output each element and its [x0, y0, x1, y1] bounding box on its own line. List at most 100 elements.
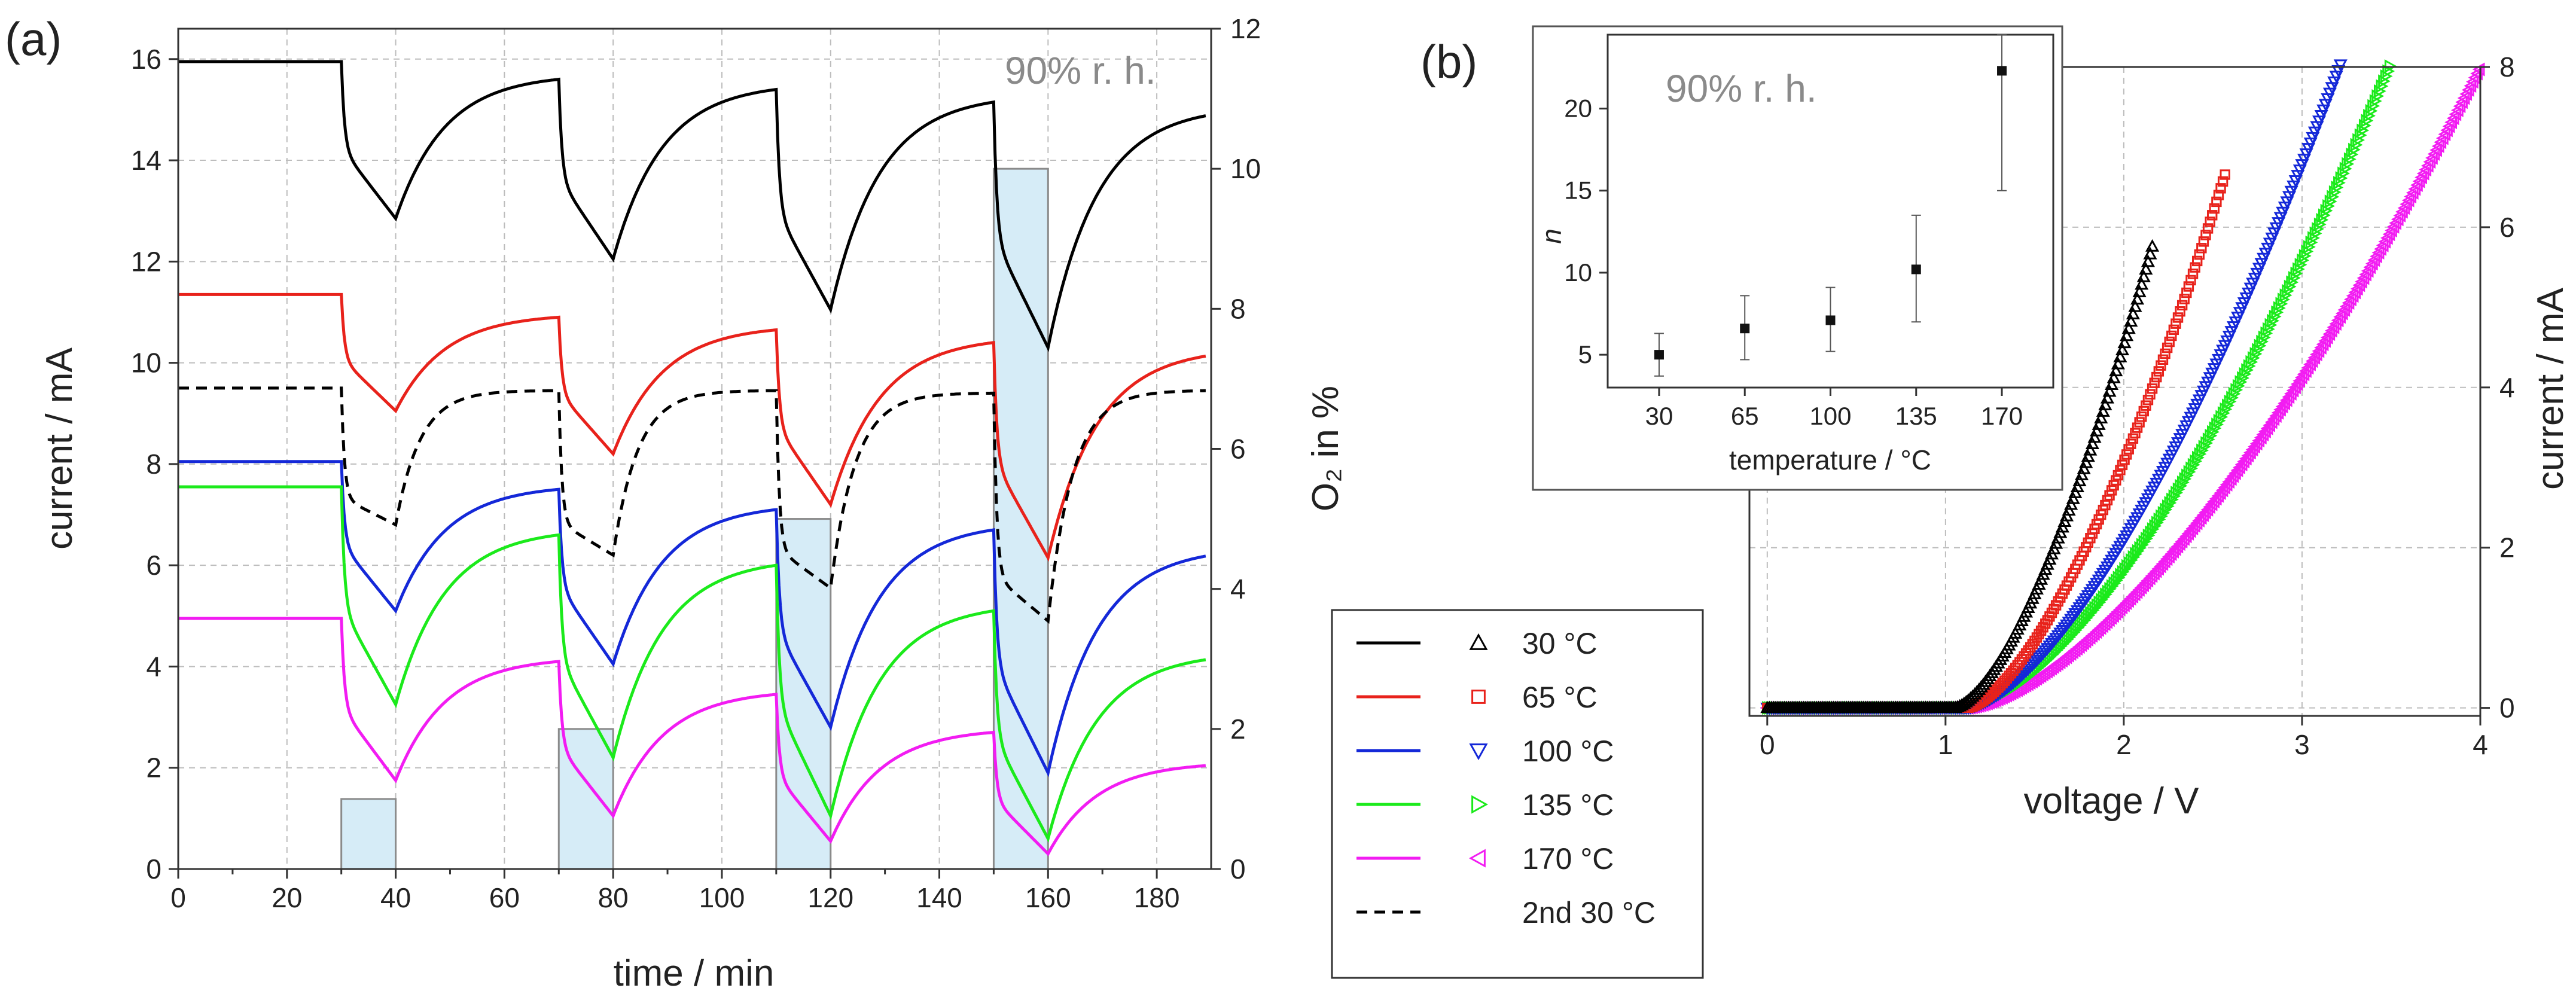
data-point	[2374, 84, 2386, 98]
data-point	[2072, 474, 2087, 487]
data-point	[2203, 500, 2215, 514]
data-point	[2106, 370, 2121, 383]
data-point	[2361, 114, 2374, 128]
plot-b-series	[1760, 59, 2485, 715]
data-point	[2220, 169, 2230, 180]
legend-marker	[1469, 743, 1488, 761]
data-point	[2077, 461, 2091, 474]
data-point	[2153, 366, 2165, 377]
data-point	[2290, 266, 2303, 280]
y-right-tick-label: 2	[1230, 714, 1246, 745]
x-tick-label: 120	[807, 882, 853, 913]
data-point	[2136, 270, 2151, 282]
inset-x-tick-label: 135	[1895, 402, 1937, 430]
data-point	[2172, 312, 2184, 323]
data-point	[2064, 497, 2078, 510]
inset-plot: 30 65 100 135 170 5 10 15 20 90% r. h. temperatu…	[1532, 25, 2063, 491]
data-point	[2222, 475, 2235, 489]
data-point	[2179, 294, 2190, 304]
data-point	[2293, 262, 2305, 276]
data-point	[2333, 59, 2348, 72]
data-point	[2111, 356, 2125, 370]
legend-marker	[1471, 795, 1489, 814]
y-tick-label: 2	[2499, 532, 2515, 563]
y-tick-label: 8	[146, 449, 161, 480]
data-point	[2062, 503, 2076, 516]
data-point	[2119, 454, 2130, 465]
data-point	[2230, 463, 2243, 477]
plot-a-xlabel: time / min	[614, 953, 775, 994]
data-point	[2248, 440, 2260, 454]
data-point	[2200, 502, 2214, 517]
legend-label: 170 °C	[1522, 842, 1614, 876]
y-tick-label: 8	[2499, 51, 2515, 83]
data-point	[2196, 243, 2207, 254]
data-point	[2160, 552, 2173, 566]
data-point	[2307, 231, 2320, 245]
data-point	[2173, 537, 2185, 551]
data-point	[2081, 449, 2095, 462]
data-point	[2181, 287, 2192, 298]
data-point	[2213, 190, 2224, 200]
series-30-c	[1760, 239, 2160, 714]
data-point	[2068, 486, 2083, 498]
data-point	[2190, 516, 2203, 530]
panel-a-label: (a)	[5, 13, 62, 65]
x-tick-label: 100	[699, 882, 745, 913]
data-point	[2354, 128, 2367, 142]
data-point	[2156, 360, 2166, 371]
x-tick-label: 0	[170, 882, 186, 913]
data-point	[2090, 423, 2104, 437]
data-point	[2249, 437, 2263, 451]
legend-item: 100 °C	[1356, 734, 1614, 768]
data-point	[2138, 405, 2149, 417]
legend-label: 2nd 30 °C	[1522, 896, 1656, 929]
inset-x-tick-label: 100	[1809, 402, 1851, 430]
data-point	[2254, 430, 2267, 445]
data-point	[2164, 336, 2175, 347]
data-point	[2211, 196, 2222, 208]
legend-item: 30 °C	[1356, 627, 1598, 660]
data-point	[2333, 176, 2346, 190]
data-point	[2233, 460, 2245, 474]
data-point	[2346, 147, 2359, 161]
data-point	[2322, 199, 2335, 214]
data-point	[2313, 217, 2327, 231]
data-point	[2263, 418, 2275, 432]
data-point	[2160, 348, 2170, 359]
data-point	[2183, 281, 2194, 292]
data-point	[2211, 489, 2224, 503]
data-point	[2098, 398, 2112, 410]
data-point	[2162, 550, 2175, 564]
legend-marker	[1469, 633, 1488, 650]
data-point	[2376, 79, 2389, 93]
series-line-170-c	[178, 617, 1206, 856]
data-point	[2337, 166, 2350, 181]
x-tick-label: 20	[272, 882, 302, 913]
data-point	[2166, 544, 2179, 559]
legend: 30 °C 65 °C 100 °C 135 °C 170 °C 2nd 30 °C	[1331, 609, 1704, 979]
data-point	[2252, 434, 2265, 448]
y-tick-label: 0	[146, 853, 161, 885]
plot-a-grid	[178, 29, 1211, 869]
inset-x-tick-label: 30	[1645, 402, 1673, 430]
data-point	[2190, 262, 2200, 273]
y-tick-label: 2	[146, 752, 161, 783]
data-point	[2245, 443, 2258, 457]
data-point	[2228, 466, 2241, 480]
y-right-tick-label: 12	[1230, 13, 1261, 44]
data-point	[2331, 180, 2344, 195]
legend-item: 135 °C	[1356, 788, 1614, 822]
data-point	[2239, 452, 2252, 466]
data-point	[2149, 564, 2162, 578]
data-point	[2139, 262, 2153, 275]
legend-marker	[1468, 849, 1486, 868]
data-point	[2382, 64, 2395, 78]
data-point	[2168, 542, 2181, 556]
data-point	[2124, 314, 2138, 327]
data-point	[2192, 513, 2205, 528]
data-point	[2365, 103, 2378, 118]
data-point	[2320, 203, 2333, 218]
inset-data-point	[1911, 264, 1921, 275]
